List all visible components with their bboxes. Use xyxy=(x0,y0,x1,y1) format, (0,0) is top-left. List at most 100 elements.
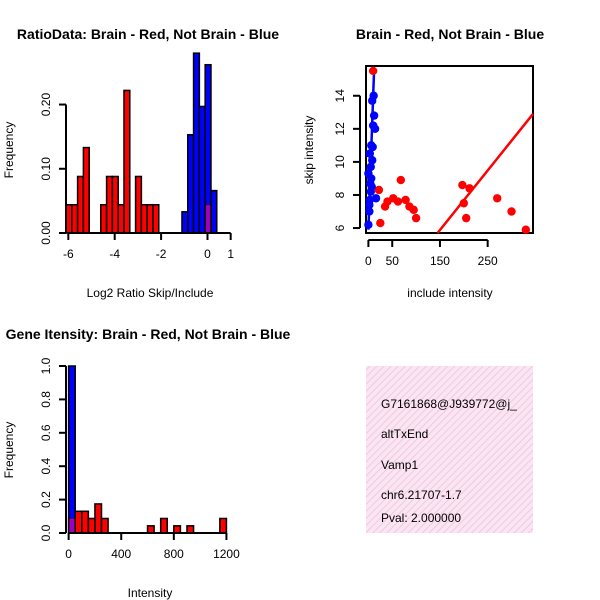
gene-intensity-histogram: Gene Itensity: Brain - Red, Not Brain - … xyxy=(2,326,291,600)
ratio-bar-brain xyxy=(152,203,160,234)
gene-bar-brain xyxy=(81,510,90,534)
scatter-x-tick-label: 250 xyxy=(478,254,498,268)
scatter-point-not-brain xyxy=(369,111,379,120)
gene-y-tick-label: 0.4 xyxy=(39,458,53,475)
scatter-point-brain xyxy=(396,175,406,185)
info-panel-background xyxy=(366,366,533,533)
ratio-x-label: Log2 Ratio Skip/Include xyxy=(87,286,214,300)
scatter-point-brain xyxy=(374,185,384,195)
scatter-point-brain xyxy=(411,213,421,223)
gene-y-tick-label: 0.6 xyxy=(39,424,53,441)
ratio-bar-brain xyxy=(76,175,85,234)
ratio-bar-brain xyxy=(100,203,108,234)
gene-bar-brain xyxy=(94,503,103,534)
scatter-plot-box xyxy=(365,65,534,234)
gene-bar-not-brain xyxy=(67,365,76,534)
ratio-x-tick-label: -4 xyxy=(109,247,120,261)
ratio-x-tick-label: 0 xyxy=(204,247,211,261)
gene-x-tick-label: 0 xyxy=(65,547,72,561)
ratio-bar-not-brain xyxy=(192,52,201,234)
gene-bar-brain xyxy=(159,517,169,534)
ratio-bar-brain xyxy=(123,89,131,234)
scatter-point-not-brain xyxy=(365,207,374,216)
ratio-y-tick-label: 0.10 xyxy=(39,157,53,181)
ratio-bar-brain xyxy=(82,146,90,234)
scatter-point-not-brain xyxy=(369,91,378,100)
gene-y-tick-label: 0.8 xyxy=(39,391,53,408)
ratio-bar-brain xyxy=(111,175,119,234)
scatter-point-not-brain xyxy=(366,162,375,172)
scatter-point-not-brain xyxy=(365,149,375,158)
ratio-bar-not-brain xyxy=(210,189,218,234)
scatter-y-tick-label: 6 xyxy=(333,224,347,231)
gene-bar-brain xyxy=(173,525,182,534)
probe-id-text: G7161868@J939772@j_ xyxy=(381,397,517,411)
ratio-bar-overlap xyxy=(206,204,210,233)
scatter-point-brain xyxy=(507,207,516,216)
ratio-y-tick-label: 0.00 xyxy=(39,221,53,245)
scatter-x-tick-label: 150 xyxy=(430,254,450,268)
gene-y-tick-label: 0.0 xyxy=(39,524,53,541)
scatter-point-brain xyxy=(368,66,378,76)
gene-bar-brain xyxy=(186,525,195,534)
scatter-point-brain xyxy=(521,225,531,234)
gene-y-tick-label: 0.2 xyxy=(39,491,53,508)
gene-x-tick-label: 1200 xyxy=(213,547,240,561)
gene-bar-overlap xyxy=(69,518,75,533)
scatter-y-tick-label: 10 xyxy=(333,155,347,169)
scatter-x-tick-label: 0 xyxy=(365,254,372,268)
ratio-chart-title: RatioData: Brain - Red, Not Brain - Blue xyxy=(17,26,279,42)
gene-bar-brain xyxy=(100,517,109,534)
scatter-chart-title: Brain - Red, Not Brain - Blue xyxy=(356,26,544,42)
gene-y-tick-label: 1.0 xyxy=(39,357,53,374)
gene-x-tick-label: 800 xyxy=(164,547,184,561)
ratio-bar-not-brain xyxy=(198,105,206,234)
scatter-point-not-brain xyxy=(364,169,373,178)
scatter-point-not-brain xyxy=(368,156,377,165)
ratio-x-tick-label: -6 xyxy=(63,247,74,261)
scatter-point-brain xyxy=(458,180,467,190)
ratio-x-tick-label: -2 xyxy=(156,247,167,261)
scatter-point-brain xyxy=(393,197,403,206)
event-info-panel: G7161868@J939772@j_ altTxEnd Vamp1 chr6.… xyxy=(366,366,533,533)
location-text: chr6.21707-1.7 xyxy=(381,488,462,502)
scatter-point-brain xyxy=(376,218,385,228)
scatter-point-brain xyxy=(409,205,418,215)
gene-bar-brain xyxy=(146,525,155,534)
ratio-bar-not-brain xyxy=(187,133,195,234)
ratio-bar-brain xyxy=(117,203,125,234)
ratio-y-label: Frequency xyxy=(2,122,16,179)
scatter-point-brain xyxy=(383,197,392,206)
gene-name-text: Vamp1 xyxy=(381,458,418,472)
scatter-point-brain xyxy=(462,213,471,223)
ratio-bar-brain xyxy=(140,203,148,234)
scatter-x-label: include intensity xyxy=(407,286,492,300)
ratio-y-tick-label: 0.20 xyxy=(39,93,53,117)
ratio-bar-brain xyxy=(146,203,154,234)
ratio-histogram: RatioData: Brain - Red, Not Brain - Blue… xyxy=(2,26,279,300)
scatter-point-not-brain xyxy=(364,220,373,229)
scatter-point-not-brain xyxy=(365,200,374,210)
scatter-y-label: skip intensity xyxy=(302,116,316,185)
scatter-x-tick-label: 50 xyxy=(386,254,400,268)
scatter-point-not-brain xyxy=(368,142,377,152)
ratio-bar-not-brain xyxy=(181,211,189,234)
gene-x-tick-label: 400 xyxy=(111,547,131,561)
gene-bar-brain xyxy=(219,517,228,534)
scatter-point-not-brain xyxy=(367,182,376,191)
pval-text: Pval: 2.000000 xyxy=(381,511,461,525)
scatter-y-tick-label: 12 xyxy=(333,122,347,136)
scatter-fit-line-brain xyxy=(436,113,534,234)
gene-y-label: Frequency xyxy=(2,422,16,479)
scatter-y-tick-label: 8 xyxy=(333,191,347,198)
scatter-point-not-brain xyxy=(371,194,381,203)
scatter-point-brain xyxy=(465,184,474,193)
scatter-point-brain xyxy=(401,195,410,205)
scatter-point-not-brain xyxy=(370,124,380,134)
gene-bar-brain xyxy=(74,510,83,534)
scatter-point-brain xyxy=(459,199,469,208)
intensity-scatter: Brain - Red, Not Brain - Blue include in… xyxy=(302,26,544,300)
gene-bar-brain xyxy=(87,517,96,534)
gene-x-label: Intensity xyxy=(128,586,173,600)
scatter-y-tick-label: 14 xyxy=(333,89,347,103)
